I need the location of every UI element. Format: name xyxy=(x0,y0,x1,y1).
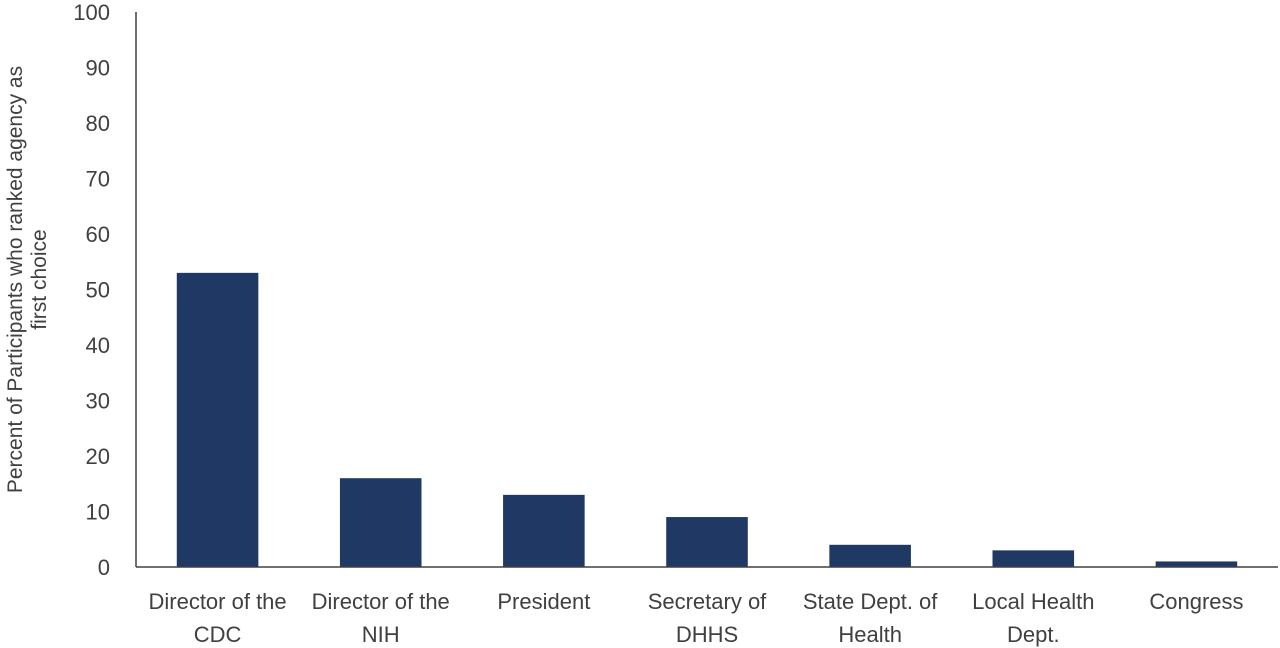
bar xyxy=(176,272,259,567)
y-tick-label: 30 xyxy=(86,389,110,414)
bars xyxy=(176,272,1238,567)
bar xyxy=(829,544,911,567)
bar xyxy=(339,478,422,567)
x-category-label: NIH xyxy=(362,622,400,647)
x-category-label: State Dept. of xyxy=(803,589,938,614)
x-category-label: CDC xyxy=(194,622,242,647)
x-category-label: Local Health xyxy=(972,589,1094,614)
y-axis-title-line: first choice xyxy=(28,229,51,329)
x-category-label: President xyxy=(497,589,590,614)
bar xyxy=(666,517,748,567)
y-tick-label: 20 xyxy=(86,444,110,469)
bar xyxy=(503,494,585,567)
x-category-label: Director of the xyxy=(148,589,286,614)
x-axis-category-labels: Director of the CDC Director of the NIH Pres… xyxy=(148,589,1243,647)
y-tick-label: 0 xyxy=(98,555,110,580)
y-tick-label: 90 xyxy=(86,56,110,81)
y-tick-label: 80 xyxy=(86,111,110,136)
y-axis-tick-labels: 0 10 20 30 40 50 60 70 80 90 100 xyxy=(73,0,110,580)
y-axis-title-line: Percent of Participants who ranked agenc… xyxy=(4,66,27,493)
y-tick-label: 50 xyxy=(86,278,110,303)
x-category-label: Secretary of xyxy=(648,589,767,614)
x-category-label: Dept. xyxy=(1007,622,1060,647)
y-tick-label: 40 xyxy=(86,333,110,358)
bar xyxy=(992,550,1075,567)
y-tick-label: 70 xyxy=(86,167,110,192)
x-category-label: Congress xyxy=(1149,589,1243,614)
y-tick-label: 100 xyxy=(73,0,110,25)
y-axis-title: Percent of Participants who ranked agenc… xyxy=(4,66,51,493)
x-category-label: Health xyxy=(838,622,902,647)
x-category-label: Director of the xyxy=(312,589,450,614)
bar xyxy=(1155,561,1238,567)
y-tick-label: 60 xyxy=(86,222,110,247)
axes xyxy=(135,12,1278,568)
y-tick-label: 10 xyxy=(86,500,110,525)
x-category-label: DHHS xyxy=(676,622,738,647)
